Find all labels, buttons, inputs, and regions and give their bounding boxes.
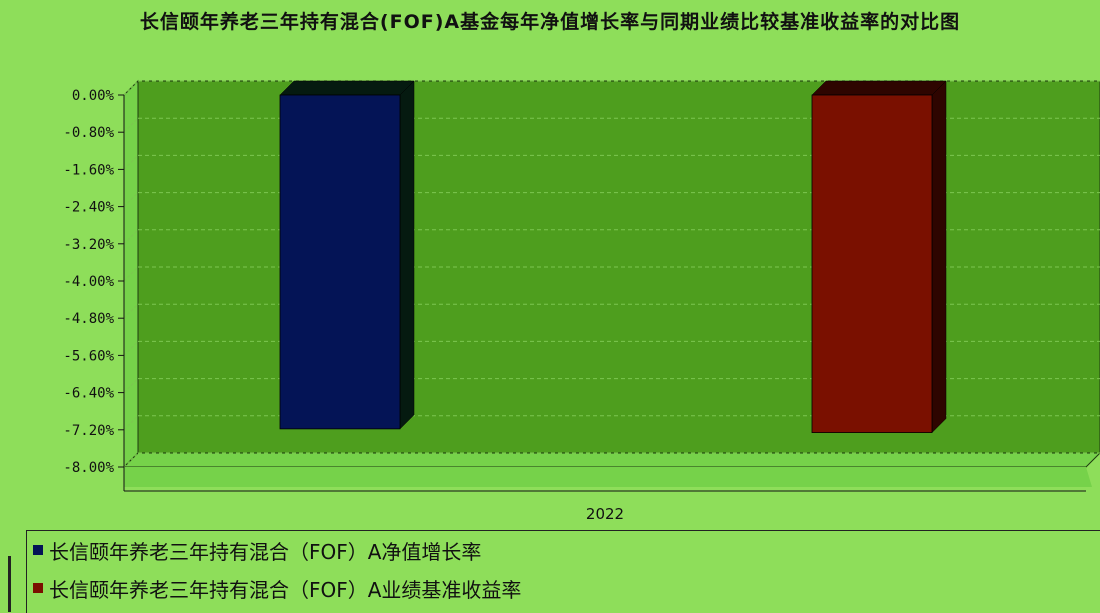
x-tick-label: 2022 bbox=[586, 505, 624, 523]
gridline-diagonal bbox=[123, 378, 139, 393]
chart-legend: 长信颐年养老三年持有混合（FOF）A净值增长率 长信颐年养老三年持有混合（FOF… bbox=[26, 530, 1100, 613]
y-tick-label: -7.20% bbox=[63, 423, 114, 439]
legend-item-nav-growth: 长信颐年养老三年持有混合（FOF）A净值增长率 bbox=[27, 531, 1100, 569]
y-tick-label: -4.00% bbox=[63, 274, 114, 290]
y-tick-label: -5.60% bbox=[63, 348, 114, 364]
plot-floor bbox=[122, 452, 1100, 468]
gridline-diagonal bbox=[123, 266, 139, 282]
y-tick-label: -3.20% bbox=[63, 237, 114, 253]
gridline-diagonal bbox=[123, 303, 139, 319]
bar-top bbox=[279, 80, 415, 96]
bar bbox=[811, 94, 933, 433]
gridline-diagonal bbox=[123, 192, 139, 207]
y-tick-label: 0.00% bbox=[72, 88, 115, 104]
gridline-diagonal bbox=[123, 341, 139, 356]
left-border-mark bbox=[8, 556, 11, 612]
plot-left-wall bbox=[123, 79, 139, 469]
legend-swatch-nav-growth bbox=[33, 545, 43, 555]
y-tick-label: -8.00% bbox=[63, 460, 114, 476]
y-tick-label: -4.80% bbox=[63, 311, 114, 327]
gridline-diagonal bbox=[123, 452, 139, 468]
bar-side bbox=[399, 80, 415, 430]
y-tick-label: -6.40% bbox=[63, 386, 114, 402]
gridline-diagonal bbox=[123, 229, 139, 245]
bar-top bbox=[811, 80, 947, 96]
gridline-diagonal bbox=[123, 155, 139, 170]
bar-side bbox=[931, 80, 947, 434]
legend-label-benchmark: 长信颐年养老三年持有混合（FOF）A业绩基准收益率 bbox=[49, 577, 522, 602]
y-tick-label: -1.60% bbox=[63, 162, 114, 178]
gridline-diagonal bbox=[123, 117, 139, 133]
legend-label-nav-growth: 长信颐年养老三年持有混合（FOF）A净值增长率 bbox=[49, 539, 482, 564]
y-tick-label: -0.80% bbox=[63, 125, 114, 141]
bar bbox=[279, 94, 401, 430]
plot-floor-front bbox=[124, 467, 1092, 487]
bar-chart: 0.00% -0.80% -1.60% -2.40% -3.20% -4.00% -4.80… bbox=[63, 79, 1100, 523]
chart-title: 长信颐年养老三年持有混合(FOF)A基金每年净值增长率与同期业绩比较基准收益率的… bbox=[139, 11, 961, 33]
gridline-diagonal bbox=[123, 415, 139, 431]
legend-swatch-benchmark bbox=[33, 583, 43, 593]
legend-item-benchmark: 长信颐年养老三年持有混合（FOF）A业绩基准收益率 bbox=[27, 569, 1100, 607]
gridline-diagonal bbox=[123, 80, 139, 96]
y-tick-label: -2.40% bbox=[63, 200, 114, 216]
